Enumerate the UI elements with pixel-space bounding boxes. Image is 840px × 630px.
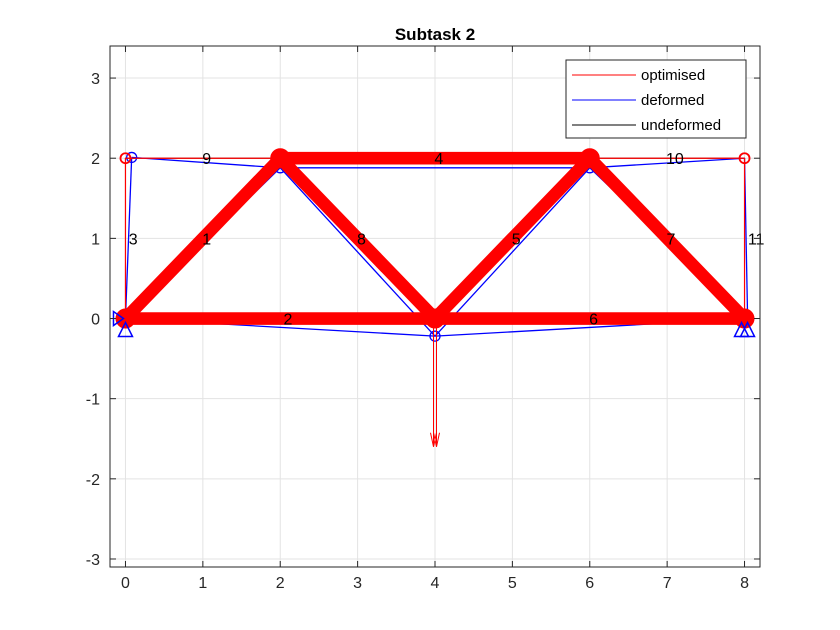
optimised-member-3	[119, 151, 287, 325]
optimised-member-6	[428, 151, 597, 325]
deformed-member-10	[589, 157, 745, 169]
deformed-node-6	[126, 151, 138, 164]
member-label-10: 10	[666, 151, 684, 168]
optimised-node-3	[425, 308, 445, 329]
y-tick-label: 3	[91, 71, 100, 88]
x-tick-label: 3	[353, 575, 362, 592]
load-arrow-head-2	[433, 432, 440, 447]
deformed-node-3	[429, 330, 441, 342]
x-tick-label: 0	[121, 575, 130, 592]
member-label-11: 11	[748, 231, 765, 248]
roller-support-icon-2	[739, 320, 756, 338]
optimised-member-8	[273, 151, 442, 325]
y-tick-label: 0	[91, 312, 100, 329]
y-tick-label: 2	[91, 151, 100, 168]
y-tick-label: -2	[86, 472, 100, 489]
x-tick-label: 7	[663, 575, 672, 592]
optimised-node-2	[270, 148, 291, 169]
chart-title: Subtask 2	[395, 25, 475, 44]
load-arrow	[430, 318, 440, 447]
member-label-7: 7	[667, 231, 676, 248]
member-label-3: 3	[129, 231, 138, 248]
legend-label-optimised: optimised	[641, 67, 705, 84]
legend-label-undeformed: undeformed	[641, 117, 721, 134]
deformed-member-9	[131, 156, 281, 169]
legend[interactable]: optimised deformed undeformed	[565, 59, 747, 139]
x-tick-label: 4	[431, 575, 440, 592]
optimised-node-1	[115, 308, 136, 329]
optimised-node-7	[738, 152, 751, 165]
x-tick-label: 1	[198, 575, 207, 592]
deformed-member-1	[124, 157, 133, 319]
load-arrow-head-1	[430, 432, 437, 447]
optimised-node-4	[579, 148, 600, 169]
member-label-1: 1	[202, 231, 211, 248]
member-label-4: 4	[434, 151, 443, 168]
member-label-5: 5	[512, 231, 521, 248]
optimised-member-7	[583, 151, 751, 325]
y-tick-label: -1	[86, 392, 100, 409]
member-label-8: 8	[357, 231, 366, 248]
x-tick-label: 6	[585, 575, 594, 592]
optimised-node-6	[119, 152, 132, 165]
optimised-truss	[115, 148, 755, 329]
y-tick-label: -3	[86, 552, 100, 569]
x-tick-label: 2	[276, 575, 285, 592]
axis-ticks: 0 1 2 3 4 5 6 7 8 -3 -2 -1 0 1 2 3	[86, 46, 760, 592]
deformed-member-8	[279, 167, 436, 337]
y-tick-label: 1	[91, 231, 100, 248]
deformed-member-6	[434, 167, 591, 337]
optimised-node-5	[734, 308, 755, 329]
member-label-9: 9	[202, 151, 211, 168]
support-vertical-icon	[117, 320, 134, 338]
legend-label-deformed: deformed	[641, 92, 704, 109]
member-label-2: 2	[284, 312, 293, 329]
x-tick-label: 8	[740, 575, 749, 592]
x-tick-label: 5	[508, 575, 517, 592]
member-label-6: 6	[589, 312, 598, 329]
